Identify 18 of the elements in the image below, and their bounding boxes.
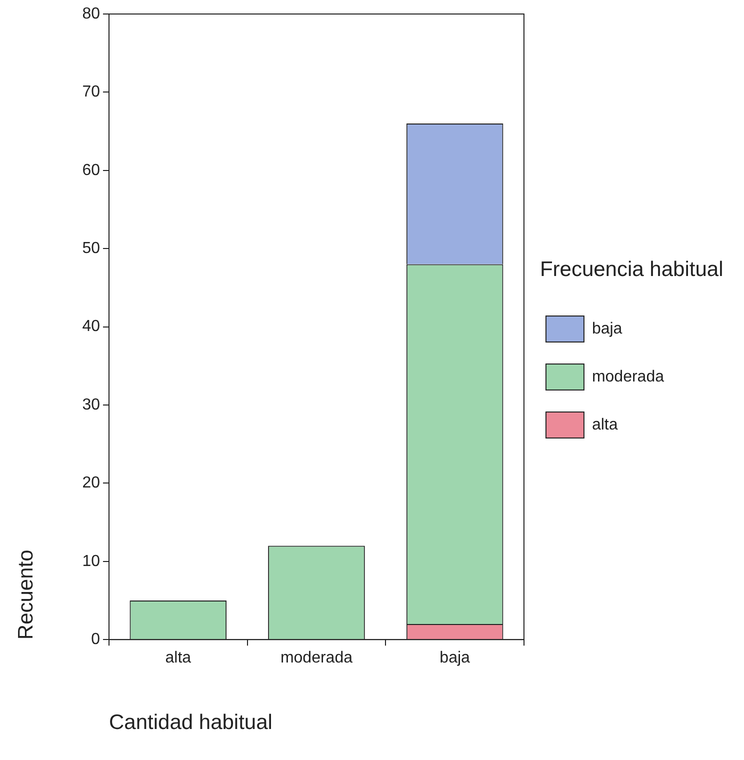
y-tick-label: 50	[82, 240, 100, 258]
y-tick-label: 30	[82, 396, 100, 414]
y-tick-label: 0	[91, 631, 100, 648]
y-tick-label: 40	[82, 318, 100, 336]
x-axis-title: Cantidad habitual	[108, 711, 272, 734]
x-tick-label: alta	[165, 650, 192, 667]
y-axis-title: Recuento	[14, 550, 38, 640]
y-tick-label: 10	[82, 552, 100, 570]
legend-label: alta	[592, 416, 618, 434]
x-tick-label: baja	[440, 650, 470, 667]
y-tick-label: 60	[82, 162, 100, 179]
x-tick-label: moderada	[280, 650, 353, 667]
y-tick-label: 80	[82, 5, 100, 22]
legend-label: moderada	[592, 368, 664, 386]
legend-label: baja	[592, 320, 622, 338]
legend-title: Frecuencia habitual	[540, 258, 724, 281]
y-tick-label: 20	[82, 474, 100, 492]
y-tick-label: 70	[82, 84, 100, 101]
